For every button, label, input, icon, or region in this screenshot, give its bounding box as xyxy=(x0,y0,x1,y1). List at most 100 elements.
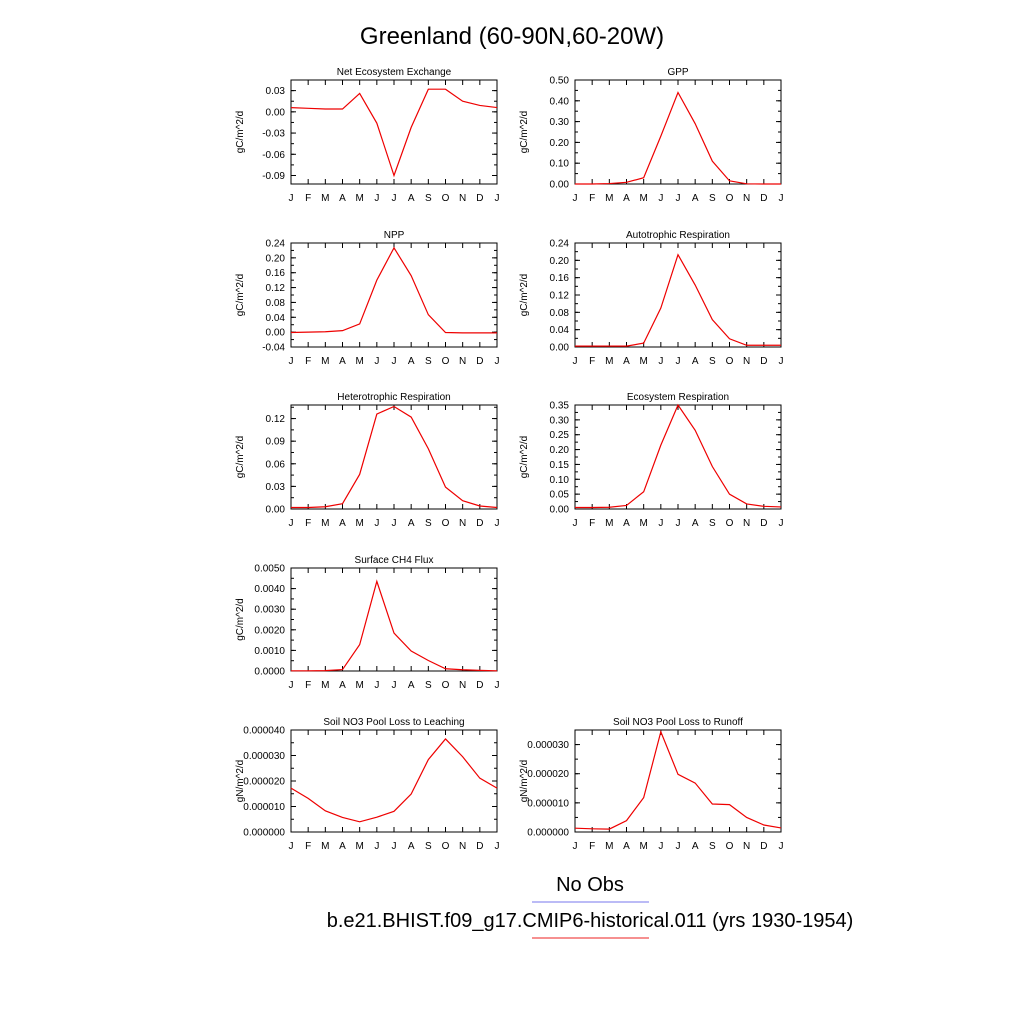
x-tick-label: N xyxy=(459,841,466,852)
x-tick-label: N xyxy=(459,518,466,529)
y-axis-label: gC/m^2/d xyxy=(519,436,530,479)
x-tick-label: M xyxy=(355,193,363,204)
x-tick-label: S xyxy=(709,193,716,204)
y-tick-label: 0.03 xyxy=(266,482,286,493)
x-tick-label: F xyxy=(305,680,311,691)
y-tick-label: 0.0000 xyxy=(254,667,285,678)
x-tick-label: F xyxy=(589,193,595,204)
series-line xyxy=(575,253,781,347)
y-tick-label: 0.50 xyxy=(550,76,570,87)
x-tick-label: S xyxy=(425,518,432,529)
x-tick-label: S xyxy=(709,518,716,529)
panel-title: Heterotrophic Respiration xyxy=(337,392,450,403)
x-tick-label: F xyxy=(589,356,595,367)
y-axis-label: gC/m^2/d xyxy=(519,111,530,154)
x-tick-label: M xyxy=(355,841,363,852)
x-tick-label: D xyxy=(760,356,767,367)
x-tick-label: J xyxy=(495,518,500,529)
series-line xyxy=(575,91,781,185)
x-tick-label: J xyxy=(658,841,663,852)
x-tick-label: D xyxy=(476,193,483,204)
plot-frame xyxy=(574,79,782,185)
x-tick-label: J xyxy=(392,356,397,367)
y-tick-label: -0.03 xyxy=(262,129,285,140)
x-tick-label: D xyxy=(476,841,483,852)
y-tick-label: 0.00 xyxy=(550,505,570,516)
x-tick-label: J xyxy=(779,356,784,367)
y-tick-label: 0.00 xyxy=(266,107,286,118)
panel-title: Net Ecosystem Exchange xyxy=(337,67,452,78)
x-tick-label: J xyxy=(779,518,784,529)
x-tick-label: A xyxy=(408,193,415,204)
x-tick-label: J xyxy=(374,841,379,852)
x-tick-label: J xyxy=(779,193,784,204)
x-tick-label: F xyxy=(305,356,311,367)
x-tick-label: A xyxy=(692,193,699,204)
x-tick-label: D xyxy=(476,680,483,691)
x-tick-label: J xyxy=(374,518,379,529)
x-tick-label: J xyxy=(658,193,663,204)
x-tick-label: F xyxy=(305,518,311,529)
y-tick-label: -0.09 xyxy=(262,171,285,182)
y-tick-label: 0.00 xyxy=(266,328,286,339)
x-tick-label: J xyxy=(374,193,379,204)
x-tick-label: M xyxy=(605,193,613,204)
plot-frame xyxy=(290,729,498,833)
y-tick-label: 0.25 xyxy=(550,430,570,441)
y-axis-label: gN/m^2/d xyxy=(235,760,246,803)
y-tick-label: 0.000030 xyxy=(243,751,285,762)
x-tick-label: J xyxy=(573,193,578,204)
x-tick-label: S xyxy=(709,356,716,367)
x-tick-label: J xyxy=(495,841,500,852)
y-tick-label: 0.000000 xyxy=(243,828,285,839)
x-tick-label: J xyxy=(573,841,578,852)
panel-title: Soil NO3 Pool Loss to Runoff xyxy=(613,717,743,728)
y-tick-label: 0.12 xyxy=(550,291,570,302)
y-tick-label: 0.00 xyxy=(266,505,286,516)
x-tick-label: A xyxy=(408,356,415,367)
plot-frame xyxy=(290,404,498,510)
x-tick-label: A xyxy=(339,841,346,852)
x-tick-label: M xyxy=(321,518,329,529)
y-tick-label: 0.30 xyxy=(550,415,570,426)
y-axis-label: gC/m^2/d xyxy=(235,274,246,317)
x-tick-label: O xyxy=(726,356,734,367)
x-tick-label: M xyxy=(605,518,613,529)
y-tick-label: 0.0040 xyxy=(254,584,285,595)
x-tick-label: M xyxy=(639,356,647,367)
figure-title: Greenland (60-90N,60-20W) xyxy=(360,23,664,50)
x-tick-label: M xyxy=(321,841,329,852)
series-line xyxy=(290,88,498,178)
x-tick-label: M xyxy=(321,680,329,691)
panel-title: GPP xyxy=(667,67,688,78)
x-tick-label: D xyxy=(760,193,767,204)
x-tick-label: J xyxy=(289,680,294,691)
x-tick-label: M xyxy=(639,841,647,852)
series-line xyxy=(575,403,782,509)
x-tick-label: A xyxy=(339,518,346,529)
x-tick-label: N xyxy=(743,518,750,529)
panel-title: Ecosystem Respiration xyxy=(627,392,729,403)
y-tick-label: 0.20 xyxy=(266,253,286,264)
legend-label-model-run: b.e21.BHIST.f09_g17.CMIP6-historical.011… xyxy=(327,910,854,932)
y-tick-label: -0.06 xyxy=(262,150,285,161)
x-tick-label: J xyxy=(289,518,294,529)
y-tick-label: 0.05 xyxy=(550,490,570,501)
x-tick-label: N xyxy=(459,193,466,204)
y-axis-label: gN/m^2/d xyxy=(519,760,530,803)
x-tick-label: M xyxy=(605,356,613,367)
x-tick-label: S xyxy=(425,841,432,852)
x-tick-label: J xyxy=(573,356,578,367)
x-tick-label: S xyxy=(425,680,432,691)
x-tick-label: N xyxy=(743,356,750,367)
x-tick-label: A xyxy=(692,518,699,529)
x-tick-label: J xyxy=(779,841,784,852)
legend: No Obs b.e21.BHIST.f09_g17.CMIP6-histori… xyxy=(327,874,854,939)
x-tick-label: J xyxy=(392,680,397,691)
y-tick-label: 0.09 xyxy=(266,437,286,448)
x-tick-label: J xyxy=(676,193,681,204)
